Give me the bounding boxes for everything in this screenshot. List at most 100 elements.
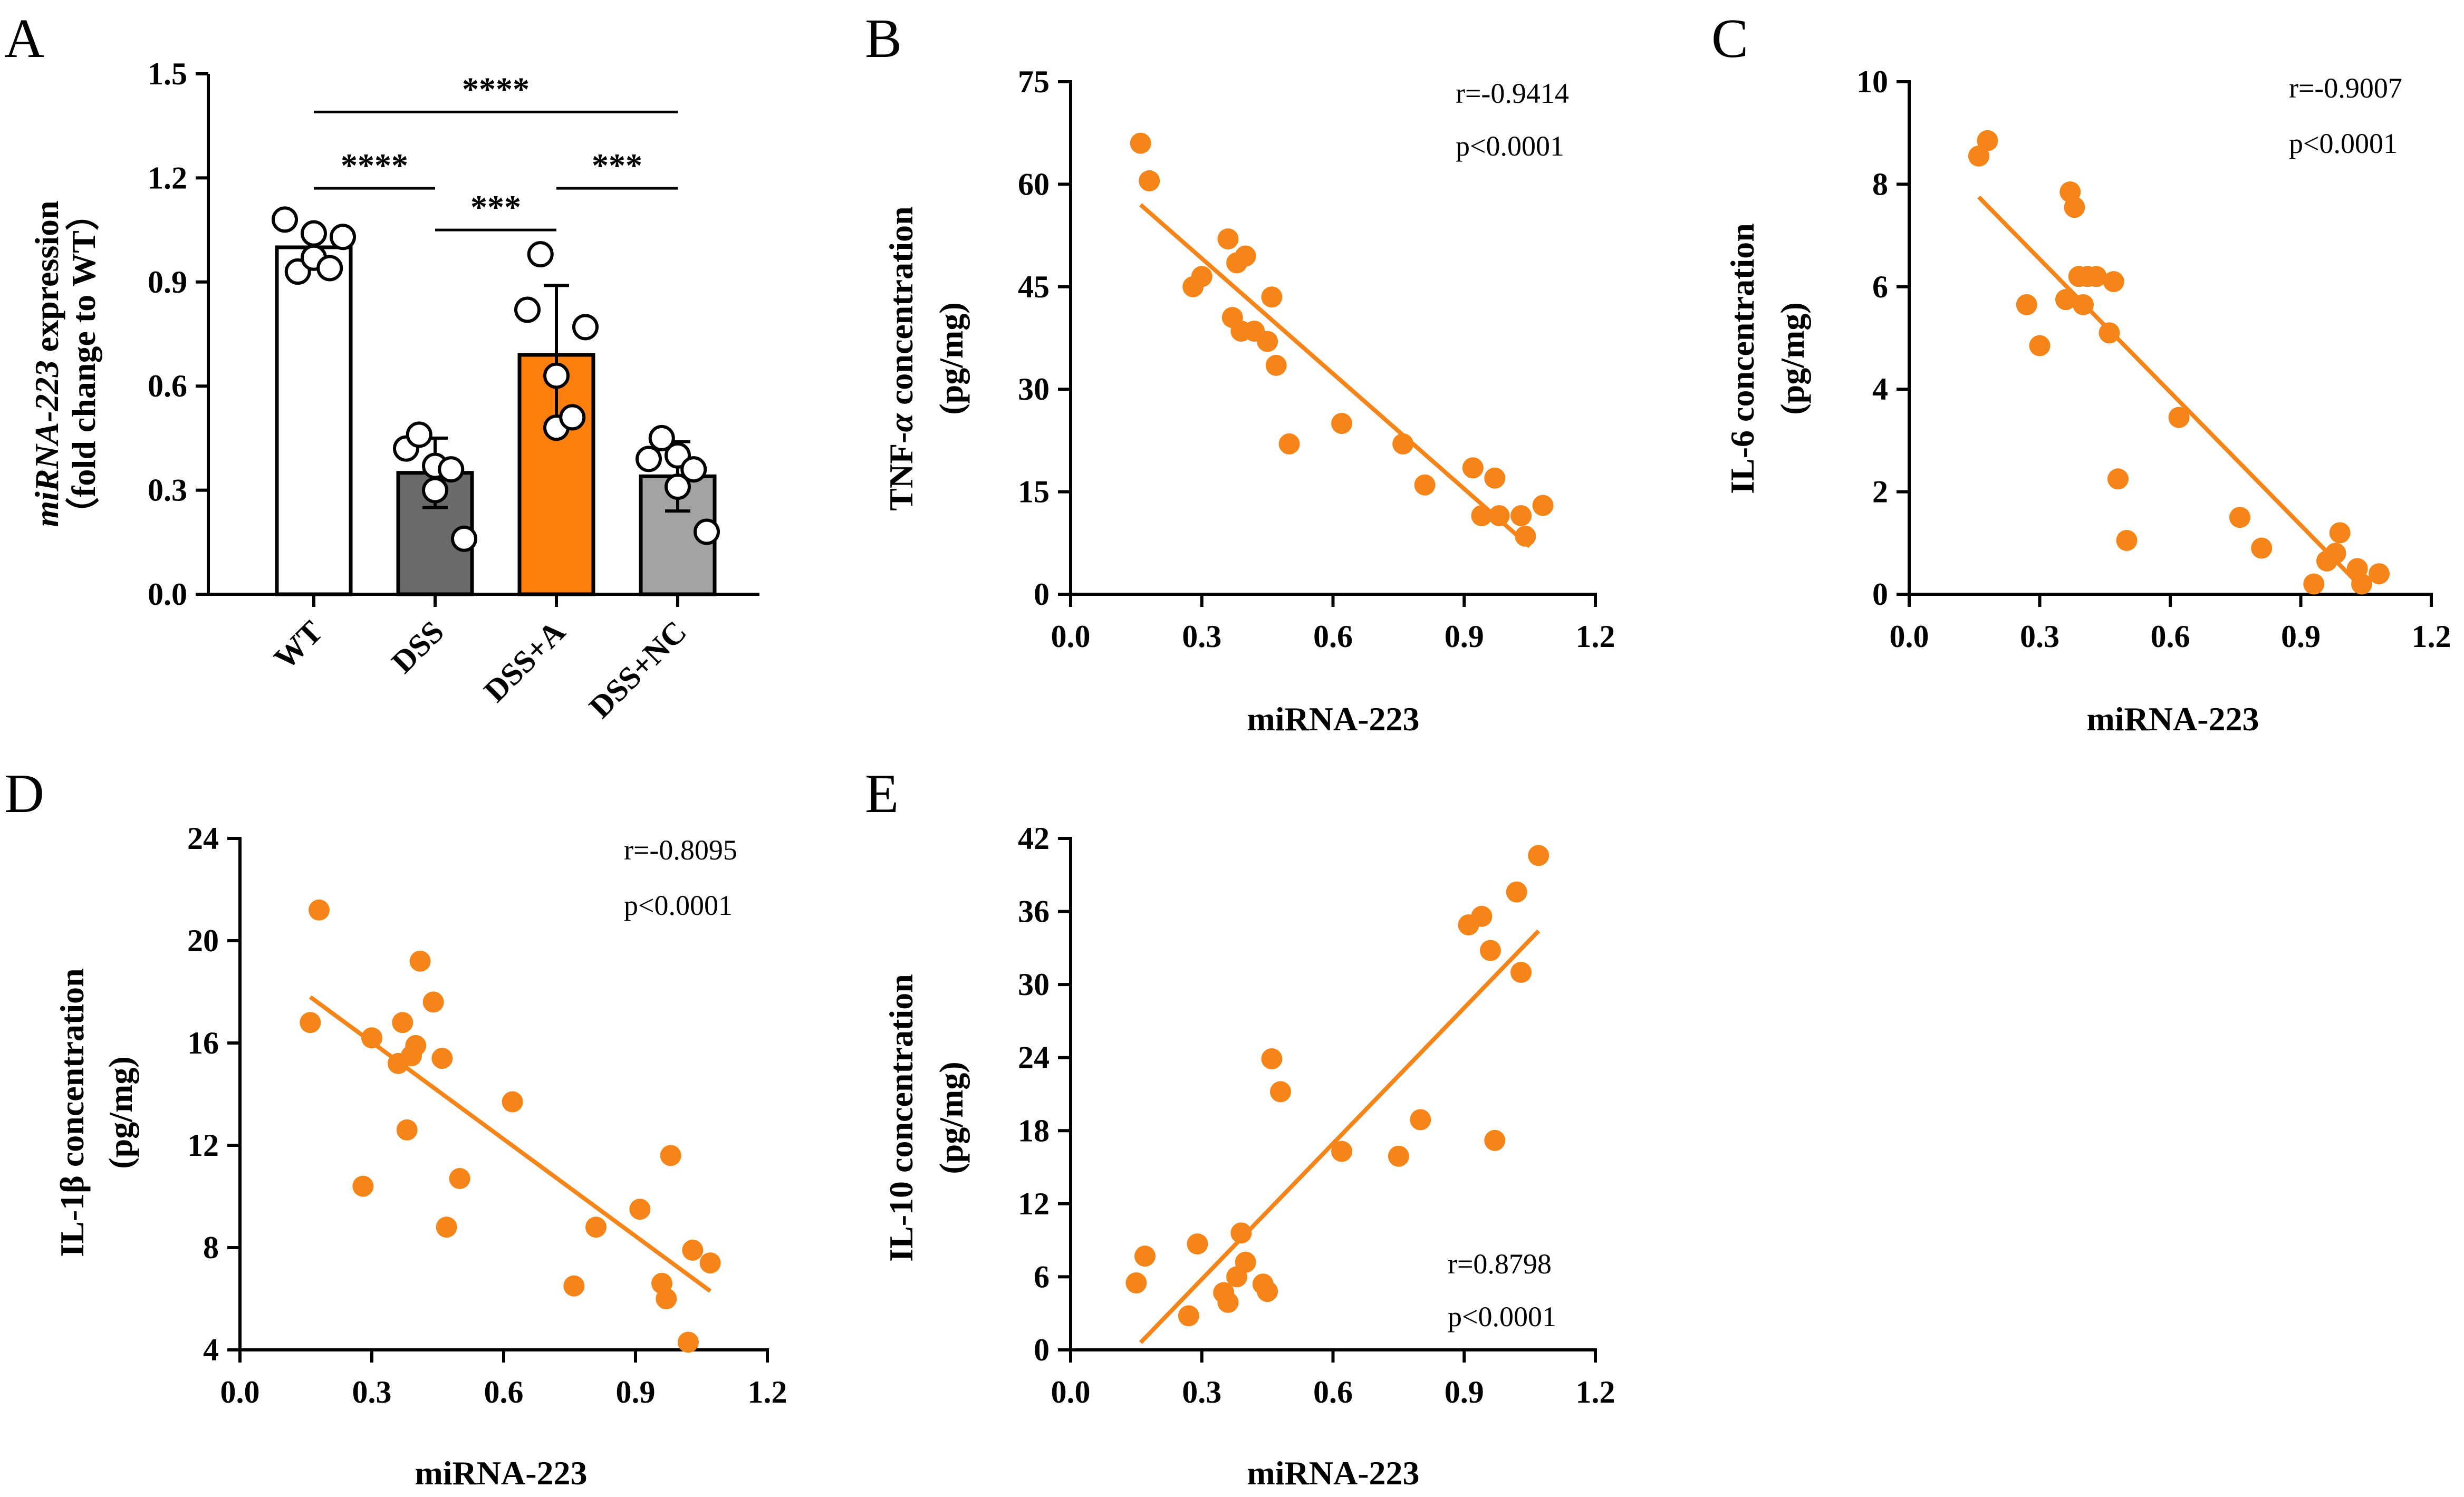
y-tick-label-b: 75 [1018, 64, 1050, 99]
y-tick-label-a: 0.3 [148, 473, 187, 508]
scatter-point-b [1510, 505, 1532, 526]
data-point [451, 525, 477, 552]
x-tick-label-b: 0.3 [1182, 619, 1221, 654]
y-tick-label-b: 30 [1018, 372, 1050, 407]
panel-label-d: D [4, 762, 44, 824]
scatter-point-e [1388, 1145, 1409, 1167]
scatter-point-d [682, 1239, 704, 1261]
y-tick-label-b: 60 [1018, 167, 1050, 201]
scatter-point-d [656, 1288, 677, 1309]
p-value-b: p<0.0001 [1456, 130, 1564, 162]
data-point [316, 255, 343, 282]
r-value-d: r=-0.8095 [624, 834, 737, 866]
scatter-point-e [1484, 1129, 1506, 1151]
scatter-point-c [2329, 522, 2351, 544]
y-axis-label-d-line2: (pg/mg) [102, 1056, 139, 1168]
scatter-point-e [1187, 1233, 1208, 1255]
y-axis-label-d-line1: IL-1β concentration [53, 968, 91, 1257]
scatter-point-b [1392, 433, 1414, 455]
p-value-e: p<0.0001 [1448, 1301, 1556, 1332]
regression-line-c [1977, 195, 2368, 593]
y-tick-label-e: 42 [1018, 821, 1050, 856]
y-tick-label-e: 30 [1018, 967, 1050, 1002]
y-tick-label-e: 6 [1034, 1259, 1050, 1294]
y-axis-label-e-line1: IL-10 concentration [882, 974, 920, 1262]
scatter-point-b [1488, 505, 1510, 526]
scatter-point-b [1462, 457, 1484, 479]
data-point [301, 220, 327, 247]
scatter-point-d [585, 1216, 607, 1238]
panel-a: A miRNA-223 expression （fold change to W… [4, 7, 759, 725]
data-point [648, 424, 675, 451]
scatter-point-c [2369, 563, 2390, 585]
y-tick-label-c: 2 [1872, 475, 1888, 509]
scatter-point-d [352, 1175, 374, 1197]
x-tick-label-d: 0.3 [352, 1375, 392, 1409]
y-axis-label-b-post: concentration [882, 206, 920, 413]
x-tick-label-e: 1.2 [1576, 1375, 1615, 1409]
x-tick-label-d: 1.2 [748, 1375, 787, 1409]
scatter-point-e [1471, 905, 1493, 927]
scatter-point-e [1331, 1141, 1353, 1162]
panel-e: E IL-10 concentration (pg/mg) 0 6 12 18 24 30… [865, 762, 1615, 1492]
scatter-point-e [1480, 940, 1501, 961]
scatter-point-e [1178, 1305, 1199, 1327]
scatter-point-c [2085, 266, 2107, 287]
scatter-point-d [396, 1119, 418, 1141]
scatter-point-d [660, 1145, 681, 1166]
scatter-point-c [2251, 537, 2273, 559]
y-axis-label-b-line1: TNF-α concentration [882, 206, 920, 511]
plot-d: 4 8 12 16 20 24 0.0 0.3 0.6 0.9 1.2 [187, 821, 787, 1409]
scatter-point-c [2229, 507, 2250, 528]
data-point [694, 518, 720, 545]
y-tick-label-c: 10 [1856, 64, 1888, 99]
scatter-point-b [1331, 413, 1353, 434]
y-tick-label-d: 16 [187, 1026, 219, 1060]
data-point [559, 404, 586, 431]
y-tick-label-d: 12 [187, 1128, 219, 1163]
y-tick-label-a: 1.5 [148, 56, 187, 91]
scatter-point-d [309, 899, 330, 921]
panel-label-b: B [865, 7, 902, 69]
y-axis-label-a-rest: expression [28, 200, 65, 360]
y-axis-label-b-pre: TNF- [882, 432, 920, 510]
scatter-point-d [431, 1048, 453, 1069]
data-point [527, 241, 554, 268]
x-tick-label-e: 0.9 [1445, 1375, 1484, 1409]
scatter-point-c [2073, 294, 2094, 315]
data-point [406, 421, 432, 448]
significance-label: *** [592, 147, 642, 184]
y-tick-label-e: 24 [1018, 1040, 1050, 1075]
panel-b: B TNF-α concentration (pg/mg) 0 15 30 45 60 7… [865, 7, 1615, 738]
y-tick-label-d: 20 [187, 923, 219, 958]
y-tick-label-d: 4 [203, 1332, 219, 1367]
x-tick-label-c: 1.2 [2412, 619, 2451, 654]
y-tick-label-c: 8 [1872, 167, 1888, 201]
scatter-point-e [1230, 1222, 1252, 1244]
data-point [438, 456, 465, 483]
panel-label-a: A [4, 7, 44, 69]
panel-label-c: C [1711, 7, 1748, 69]
y-tick-label-b: 15 [1018, 475, 1050, 509]
scatter-point-e [1410, 1109, 1431, 1131]
plot-c: 0 2 4 6 8 10 0.0 0.3 0.6 0.9 1.2 [1856, 64, 2451, 654]
scatter-point-d [699, 1252, 721, 1274]
bar-wt [275, 245, 353, 596]
y-tick-label-c: 6 [1872, 269, 1888, 304]
y-tick-label-a: 0.9 [148, 265, 187, 300]
scatter-point-c [2107, 468, 2129, 490]
y-axis-label-a-line2: （fold change to WT） [65, 197, 102, 531]
significance-label: **** [341, 147, 408, 184]
y-axis-label-c-line2: (pg/mg) [1774, 302, 1811, 414]
x-tick-label-c: 0.9 [2281, 619, 2321, 654]
scatter-point-d [361, 1027, 382, 1049]
p-value-c: p<0.0001 [2289, 128, 2398, 159]
x-tick-label-d: 0.0 [220, 1375, 260, 1409]
scatter-point-b [1235, 245, 1256, 267]
scatter-point-d [409, 950, 431, 972]
scatter-point-b [1261, 286, 1283, 308]
scatter-point-b [1532, 495, 1554, 516]
x-tick-label-c: 0.6 [2151, 619, 2190, 654]
